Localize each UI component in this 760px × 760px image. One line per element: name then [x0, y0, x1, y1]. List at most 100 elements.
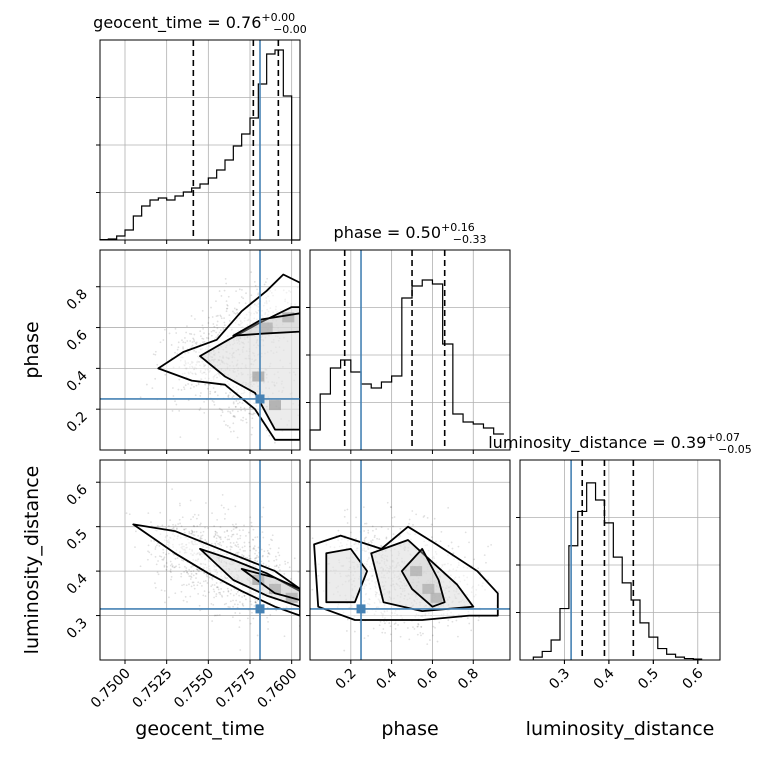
contour-line — [400, 548, 446, 608]
sample-point — [197, 514, 200, 516]
sample-point — [195, 384, 198, 387]
histogram-bin — [604, 523, 613, 660]
sample-point — [385, 537, 388, 540]
sample-point — [178, 502, 181, 505]
sample-point — [232, 542, 235, 544]
sample-point — [260, 548, 263, 551]
sample-point — [393, 516, 396, 518]
sample-point — [125, 512, 128, 515]
sample-point — [239, 534, 242, 537]
sample-point — [363, 637, 366, 640]
y-axis-title-phase: phase — [21, 321, 43, 378]
sample-point — [201, 309, 204, 312]
sample-point — [252, 546, 255, 549]
sample-point — [224, 536, 227, 539]
histogram-phase — [306, 250, 510, 454]
sample-point — [166, 566, 168, 568]
sample-point — [183, 570, 186, 573]
sample-point — [249, 516, 252, 519]
sample-point — [244, 409, 247, 412]
sample-point — [191, 344, 194, 347]
sample-point — [186, 340, 189, 342]
sample-point — [293, 557, 296, 560]
sample-point — [228, 406, 230, 409]
sample-point — [217, 586, 219, 589]
sample-point — [228, 538, 231, 541]
y-tick-label: 0.8 — [64, 286, 91, 313]
sample-point — [267, 620, 269, 623]
sample-point — [176, 353, 179, 355]
sample-point — [197, 581, 200, 584]
sample-point — [263, 244, 265, 246]
sample-point — [218, 543, 221, 546]
sample-point — [202, 327, 205, 330]
sample-point — [229, 592, 232, 595]
sample-point — [205, 336, 208, 339]
sample-point — [204, 595, 207, 597]
sample-point — [234, 405, 237, 408]
sample-point — [229, 410, 231, 413]
sample-point — [216, 314, 219, 317]
sample-point — [193, 534, 196, 537]
sample-point — [233, 415, 236, 418]
y-tick-label: 0.4 — [64, 368, 91, 395]
sample-point — [220, 594, 223, 597]
sample-point — [371, 525, 374, 528]
sample-point — [478, 616, 480, 619]
sample-point — [378, 538, 381, 541]
sample-point — [452, 552, 455, 555]
sample-point — [145, 383, 148, 386]
sample-point — [188, 531, 191, 533]
sample-point — [217, 542, 220, 545]
sample-point — [252, 528, 255, 531]
sample-point — [199, 531, 202, 534]
sample-point — [189, 340, 192, 342]
sample-point — [199, 582, 202, 585]
sample-point — [370, 540, 372, 543]
sample-point — [373, 534, 376, 537]
histogram-bin — [422, 280, 432, 450]
sample-point — [307, 555, 309, 557]
sample-point — [227, 590, 230, 592]
sample-point — [267, 560, 270, 563]
sample-point — [216, 518, 219, 521]
sample-point — [244, 556, 247, 559]
x-tick-label: 0.7550 — [171, 666, 217, 712]
sample-point — [170, 576, 173, 578]
sample-point — [257, 293, 260, 296]
sample-point — [234, 552, 237, 555]
sample-point — [367, 531, 370, 534]
sample-point — [220, 408, 222, 411]
sample-point — [163, 556, 166, 559]
histogram-bin — [351, 372, 361, 450]
sample-point — [255, 549, 257, 552]
sample-point — [249, 549, 252, 552]
sample-point — [372, 529, 374, 532]
sample-point — [250, 525, 253, 527]
sample-point — [216, 320, 219, 323]
sample-point — [433, 517, 436, 520]
sample-point — [245, 535, 247, 537]
sample-point — [210, 542, 213, 545]
sample-point — [182, 599, 185, 602]
sample-point — [147, 544, 150, 547]
sample-point — [128, 513, 131, 516]
sample-point — [173, 566, 175, 569]
sample-point — [241, 603, 244, 606]
x-axis-title-geocent-time: geocent_time — [135, 718, 264, 740]
sample-point — [199, 392, 202, 394]
y-tick-label: 0.4 — [64, 571, 91, 598]
sample-point — [231, 396, 234, 399]
sample-point — [230, 589, 233, 591]
sample-point — [238, 612, 241, 615]
sample-point — [270, 538, 272, 541]
sample-point — [301, 332, 303, 334]
sample-point — [213, 329, 216, 332]
histogram-bin — [267, 54, 275, 240]
sample-point — [222, 590, 225, 593]
sample-point — [242, 529, 244, 532]
sample-point — [177, 346, 180, 349]
sample-point — [191, 341, 194, 344]
sample-point — [242, 550, 245, 552]
sample-point — [197, 570, 200, 573]
